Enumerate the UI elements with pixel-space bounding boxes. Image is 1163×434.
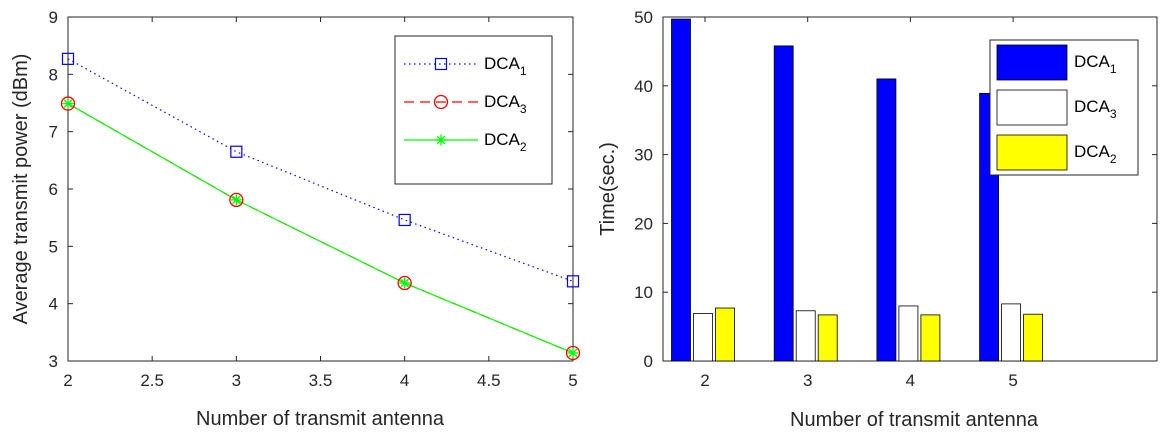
y-tick-label: 8 — [49, 65, 58, 84]
bar-dca3-4 — [898, 305, 919, 362]
x-axis-label: Number of transmit antenna — [196, 408, 445, 430]
x-tick-label: 3.5 — [309, 371, 333, 390]
asterisk-stroke — [63, 99, 73, 108]
y-tick-labels: 3 4 5 6 7 8 9 — [49, 8, 58, 371]
x-tick-label: 2 — [700, 371, 709, 390]
asterisk-stroke — [400, 278, 410, 288]
bar-dca2-2 — [715, 307, 735, 362]
y-tick-label: 4 — [49, 295, 58, 314]
x-tick-label: 4 — [906, 371, 915, 390]
circle-marker — [229, 192, 244, 208]
y-tick-labels: 0 10 20 30 40 50 — [634, 8, 653, 371]
x-tick-labels: 2 3 4 5 — [700, 371, 1018, 390]
x-tick-label: 3 — [232, 371, 241, 390]
asterisk-marker — [399, 277, 411, 289]
bar-dca3-5 — [1001, 303, 1021, 362]
square-marker — [398, 213, 411, 227]
circle-marker — [565, 345, 581, 361]
square-marker — [434, 57, 448, 71]
asterisk-marker — [567, 347, 579, 359]
asterisk-stroke — [568, 348, 578, 358]
square-marker — [566, 275, 580, 288]
x-tick-label: 5 — [568, 371, 577, 390]
series-lines — [67, 58, 574, 354]
legend-label: DCA1 — [484, 54, 527, 78]
bar-chart-time: 2 3 4 5 0 10 20 30 40 50 Number of transmit ante… — [597, 8, 1158, 431]
legend-box — [394, 35, 553, 185]
asterisk-marker — [435, 134, 447, 146]
axis-ticks — [67, 16, 574, 362]
bars — [671, 18, 1043, 362]
x-tick-labels: 2 2.5 3 3.5 4 4.5 5 — [63, 371, 577, 390]
square-marker — [230, 145, 243, 158]
legend-swatch — [996, 134, 1068, 171]
x-axis-label: Number of transmit antenna — [790, 409, 1039, 431]
legend-label: DCA3 — [1074, 97, 1117, 121]
bar-dca1-2 — [671, 18, 691, 362]
x-tick-label: 4.5 — [477, 371, 501, 390]
y-tick-label: 0 — [644, 352, 653, 371]
legend-label: DCA2 — [1074, 142, 1117, 166]
x-tick-label: 2 — [63, 371, 72, 390]
asterisk-marker — [230, 194, 242, 206]
circle-marker — [397, 275, 412, 291]
y-tick-label: 7 — [49, 123, 58, 142]
legend-label: DCA3 — [484, 92, 527, 116]
legend: DCA1 DCA3 DCA2 — [394, 35, 553, 185]
y-tick-label: 30 — [634, 146, 653, 165]
legend-swatch — [996, 44, 1068, 81]
legend-entry: DCA3 — [404, 92, 527, 116]
circle-marker — [433, 94, 449, 110]
asterisk-marker — [62, 98, 74, 110]
series-line-dca2 — [67, 103, 574, 354]
bar-dca2-3 — [817, 314, 838, 362]
bar-dca3-3 — [795, 310, 816, 362]
x-tick-label: 5 — [1008, 371, 1017, 390]
legend-entry: DCA1 — [404, 54, 527, 78]
bar-dca2-5 — [1023, 313, 1043, 362]
y-tick-label: 20 — [634, 214, 653, 233]
y-tick-label: 3 — [49, 352, 58, 371]
legend: DCA1 DCA3 DCA2 — [989, 39, 1139, 176]
legend-label: DCA2 — [484, 130, 527, 154]
circle-marker — [60, 96, 76, 111]
y-axis-label: Average transmit power (dBm) — [10, 54, 32, 325]
series-markers — [60, 52, 581, 361]
legend-entry: DCA3 — [996, 89, 1117, 126]
y-tick-label: 6 — [49, 180, 58, 199]
y-tick-label: 10 — [634, 283, 653, 302]
legend-entry: DCA1 — [996, 44, 1117, 81]
y-tick-label: 40 — [634, 77, 653, 96]
legend-entry: DCA2 — [996, 134, 1117, 171]
y-tick-label: 50 — [634, 8, 653, 27]
series-line-dca1 — [67, 58, 574, 282]
x-tick-label: 3 — [803, 371, 812, 390]
y-axis-label: Time(sec.) — [597, 142, 619, 236]
bar-dca3-2 — [693, 313, 713, 362]
bar-dca1-3 — [773, 45, 794, 362]
square-marker — [61, 52, 75, 65]
x-tick-label: 4 — [400, 371, 409, 390]
legend-label: DCA1 — [1074, 52, 1117, 76]
line-chart-transmit-power: 2 2.5 3 3.5 4 4.5 5 3 4 5 6 7 8 9 Number of transmit… — [10, 8, 581, 430]
bar-dca1-4 — [876, 78, 897, 362]
y-tick-label: 9 — [49, 8, 58, 27]
asterisk-stroke — [436, 135, 446, 145]
x-tick-label: 2.5 — [140, 371, 164, 390]
legend-swatch — [996, 89, 1068, 126]
bar-dca2-4 — [920, 314, 941, 362]
asterisk-stroke — [231, 195, 241, 205]
y-tick-label: 5 — [49, 237, 58, 256]
legend-entry: DCA2 — [404, 130, 527, 154]
